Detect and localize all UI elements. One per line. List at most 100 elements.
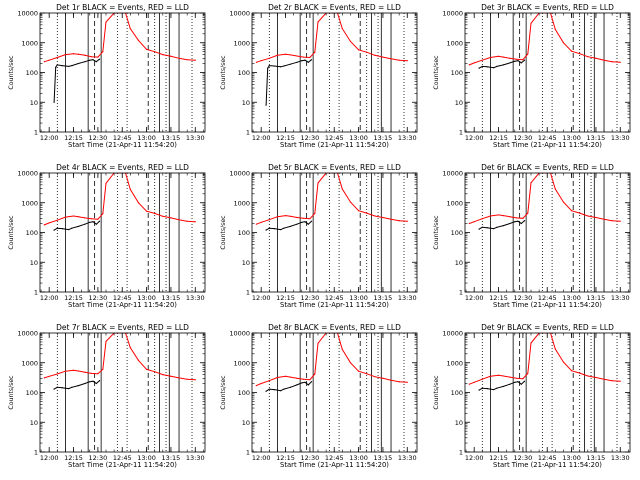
data-point-events (265, 229, 267, 231)
chart-title: Det 8r BLACK = Events, RED = LLD (268, 323, 401, 332)
y-tick-label: 100 (238, 389, 250, 397)
data-point-lld (186, 378, 188, 380)
axes-frame (464, 12, 631, 133)
plot-area (43, 333, 196, 452)
plot-area (468, 333, 621, 452)
data-point-events (265, 390, 267, 392)
data-point-events (514, 60, 516, 62)
plot-area (43, 173, 196, 292)
series-line-lld (44, 173, 196, 226)
chart-panel-1: 1 10 100 1000 10000 12:00 12:15 12:30 12:45 13:00… (8, 3, 206, 149)
data-point-lld (284, 53, 287, 55)
data-point-lld (137, 202, 140, 204)
data-point-events (520, 222, 522, 225)
x-tick-label: 12:00 (252, 454, 271, 462)
data-point-events (61, 228, 63, 230)
data-point-lld (43, 61, 45, 63)
data-point-lld (349, 362, 352, 364)
data-point-lld (84, 371, 86, 373)
data-point-events (289, 225, 292, 228)
data-point-lld (611, 380, 613, 382)
data-point-lld (489, 375, 492, 377)
data-point-events (84, 382, 86, 385)
axes-frame (251, 172, 418, 293)
x-tick-label: 13:30 (186, 454, 205, 462)
data-point-lld (509, 376, 511, 378)
data-point-lld (579, 53, 581, 55)
chart-panel-4: 1 10 100 1000 10000 12:00 12:15 12:30 12:45 13:00… (8, 163, 206, 309)
axes-frame (39, 172, 206, 293)
data-point-lld (527, 212, 529, 214)
y-axis-label: Counts/sec (433, 215, 440, 250)
x-axis-label: Start Time (21-Apr-11 11:54:20) (493, 141, 602, 149)
y-tick-label: 10 (30, 419, 38, 427)
x-tick-label: 13:30 (398, 294, 417, 302)
data-point-events (273, 228, 275, 230)
data-point-lld (611, 61, 613, 63)
plot-area (255, 13, 408, 132)
data-point-lld (357, 370, 360, 372)
series-line-lld (44, 333, 196, 381)
chart-title: Det 7r BLACK = Events, RED = LLD (56, 323, 189, 332)
data-point-events (56, 64, 58, 66)
y-tick-label: 10 (455, 99, 463, 107)
data-point-lld (90, 372, 92, 374)
data-point-events (306, 382, 308, 385)
data-point-lld (554, 188, 556, 190)
data-point-lld (390, 379, 392, 381)
chart-title: Det 1r BLACK = Events, RED = LLD (56, 3, 189, 12)
x-tick-label: 13:30 (611, 294, 630, 302)
data-point-events (496, 387, 498, 389)
data-point-events (306, 60, 308, 62)
x-tick-label: 12:30 (89, 134, 108, 142)
data-point-lld (129, 27, 131, 30)
y-tick-label: 10000 (17, 170, 38, 178)
x-tick-label: 12:00 (465, 294, 484, 302)
data-point-lld (77, 216, 80, 218)
data-point-lld (398, 220, 400, 222)
y-tick-label: 100 (26, 389, 38, 397)
data-point-lld (194, 59, 196, 61)
x-tick-label: 12:45 (113, 294, 132, 302)
data-point-events (478, 389, 480, 391)
data-point-events (89, 221, 91, 223)
y-tick-label: 10000 (442, 10, 463, 18)
y-tick-label: 10000 (17, 10, 38, 18)
y-tick-label: 1 (246, 449, 250, 457)
data-point-lld (260, 382, 262, 385)
x-tick-label: 12:45 (325, 294, 344, 302)
y-tick-label: 10000 (442, 330, 463, 338)
data-point-lld (619, 380, 621, 382)
data-point-events (68, 229, 70, 231)
data-point-events (520, 62, 522, 64)
data-point-events (520, 383, 522, 385)
data-point-lld (317, 342, 319, 344)
data-point-lld (77, 53, 80, 55)
chart-title: Det 6r BLACK = Events, RED = LLD (481, 163, 614, 172)
data-point-lld (178, 57, 180, 59)
y-tick-label: 100 (238, 229, 250, 237)
data-point-events (523, 380, 526, 382)
data-point-lld (77, 370, 80, 372)
axes-frame (39, 332, 206, 453)
data-point-events (64, 387, 67, 389)
data-point-lld (289, 215, 292, 217)
data-point-events (493, 228, 495, 230)
data-point-events (486, 388, 488, 390)
data-point-lld (296, 55, 298, 57)
y-axis-label: Counts/sec (220, 375, 227, 410)
data-point-lld (619, 220, 621, 222)
data-point-events (280, 390, 282, 392)
data-point-lld (90, 218, 92, 220)
x-tick-label: 12:15 (64, 134, 83, 142)
data-point-lld (170, 375, 172, 377)
x-tick-label: 12:45 (325, 454, 344, 462)
x-tick-label: 12:15 (489, 134, 508, 142)
data-point-events (268, 388, 270, 390)
y-tick-label: 1000 (446, 39, 463, 47)
x-tick-label: 12:15 (64, 294, 83, 302)
data-point-events (267, 67, 269, 69)
data-point-events (296, 384, 298, 386)
data-point-lld (255, 223, 257, 225)
data-point-lld (341, 348, 343, 351)
